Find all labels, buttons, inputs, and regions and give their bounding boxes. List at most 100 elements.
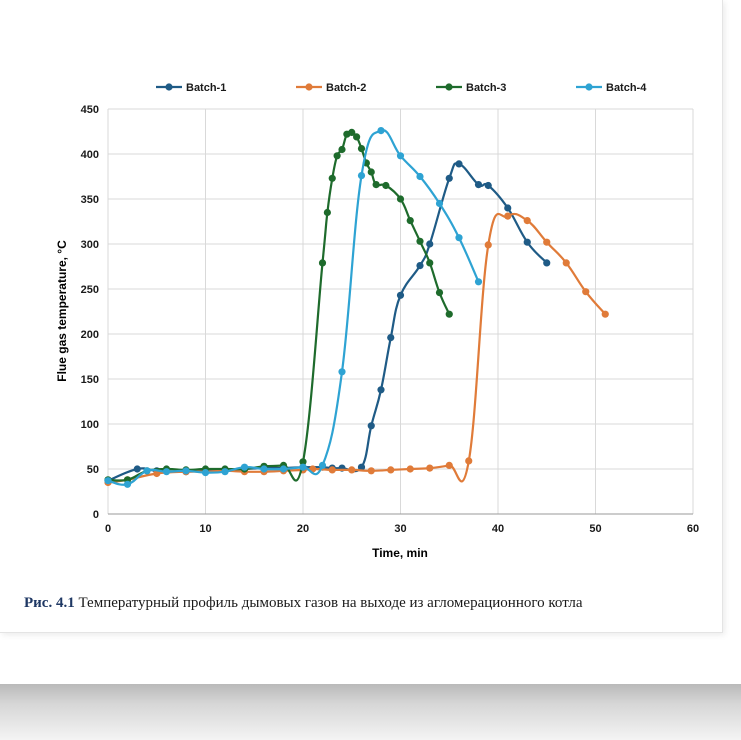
data-point-batch-3	[328, 174, 336, 182]
data-point-batch-3	[338, 145, 346, 154]
data-point-batch-3	[323, 208, 331, 217]
page-shadow	[0, 684, 741, 740]
data-point-batch-3	[299, 458, 307, 466]
data-point-batch-1	[474, 181, 483, 189]
data-point-batch-4	[474, 278, 483, 286]
x-axis-label: Time, min	[372, 546, 428, 560]
data-point-batch-1	[367, 422, 375, 430]
y-axis-label: Flue gas temperature, °C	[55, 240, 69, 382]
y-tick-label: 250	[81, 284, 99, 296]
data-point-batch-1	[416, 262, 424, 270]
data-point-batch-2	[504, 212, 512, 220]
data-point-batch-4	[201, 469, 210, 477]
data-point-batch-4	[260, 465, 268, 473]
series-batch-4	[104, 127, 483, 488]
data-point-batch-1	[523, 238, 531, 246]
data-point-batch-1	[445, 174, 453, 182]
series-line-batch-2	[107, 212, 607, 484]
y-tick-label: 300	[81, 239, 99, 251]
data-point-batch-2	[562, 259, 570, 267]
data-point-batch-2	[367, 467, 375, 475]
data-point-batch-1	[504, 204, 512, 212]
data-point-batch-2	[582, 288, 590, 296]
data-point-batch-1	[377, 386, 385, 394]
data-point-batch-3	[445, 310, 453, 318]
data-point-batch-4	[338, 368, 346, 376]
data-point-batch-3	[406, 217, 414, 225]
chart-series	[104, 127, 609, 488]
data-point-batch-4	[416, 172, 424, 181]
legend-marker-batch-1	[165, 83, 173, 91]
data-point-batch-2	[406, 465, 414, 473]
data-point-batch-2	[328, 466, 336, 474]
legend-label-batch-2: Batch-2	[326, 82, 366, 94]
data-point-batch-4	[435, 199, 444, 208]
x-tick-label: 50	[589, 523, 601, 535]
data-point-batch-4	[299, 463, 307, 471]
line-chart: 0 50 100 150 200 250 300 350 400 450 0 10 20 30 40 50 60…	[55, 82, 699, 560]
x-tick-label: 20	[297, 523, 309, 535]
data-point-batch-1	[357, 463, 366, 471]
y-tick-label: 450	[81, 104, 99, 116]
y-tick-label: 100	[81, 419, 99, 431]
data-point-batch-4	[396, 152, 405, 160]
x-tick-label: 60	[687, 523, 699, 535]
series-line-batch-4	[107, 129, 480, 486]
caption-text: Температурный профиль дымовых газов на в…	[78, 595, 583, 611]
legend-label-batch-1: Batch-1	[186, 82, 226, 94]
x-tick-label: 0	[105, 523, 111, 535]
data-point-batch-1	[426, 240, 434, 248]
series-batch-3	[104, 128, 453, 484]
data-point-batch-2	[348, 466, 356, 474]
data-point-batch-2	[601, 310, 609, 318]
data-point-batch-3	[435, 289, 444, 297]
legend-item-batch-2: Batch-2	[296, 82, 366, 94]
chart-legend: Batch-1 Batch-2 Batch-3 Batch-4	[156, 82, 647, 94]
data-point-batch-4	[279, 465, 288, 473]
data-point-batch-2	[543, 238, 551, 246]
data-point-batch-2	[484, 241, 492, 249]
legend-marker-batch-4	[585, 83, 593, 91]
data-point-batch-2	[387, 466, 395, 474]
data-point-batch-4	[377, 127, 385, 135]
data-point-batch-3	[426, 259, 434, 267]
data-point-batch-1	[484, 181, 492, 190]
data-point-batch-1	[543, 259, 551, 267]
data-point-batch-2	[523, 217, 531, 225]
y-tick-label: 400	[81, 149, 99, 161]
data-point-batch-3	[318, 259, 327, 267]
data-point-batch-3	[382, 181, 390, 190]
data-point-batch-3	[367, 168, 375, 176]
data-point-batch-4	[318, 461, 327, 469]
data-point-batch-3	[372, 181, 380, 189]
data-point-batch-3	[396, 195, 405, 203]
data-point-batch-3	[416, 237, 424, 245]
data-point-batch-3	[357, 145, 366, 153]
series-batch-2	[104, 212, 609, 487]
data-point-batch-1	[387, 334, 395, 342]
data-point-batch-4	[123, 480, 132, 488]
data-point-batch-3	[353, 133, 361, 141]
x-tick-label: 30	[394, 523, 406, 535]
data-point-batch-4	[182, 467, 190, 475]
data-point-batch-3	[348, 128, 356, 136]
data-point-batch-1	[396, 291, 405, 299]
legend-label-batch-3: Batch-3	[466, 82, 506, 94]
legend-item-batch-3: Batch-3	[436, 82, 506, 94]
data-point-batch-1	[133, 465, 141, 473]
data-point-batch-4	[455, 234, 463, 242]
data-point-batch-2	[465, 457, 473, 465]
y-tick-label: 350	[81, 194, 99, 206]
data-point-batch-3	[333, 152, 341, 160]
data-point-batch-4	[162, 468, 171, 476]
data-point-batch-1	[455, 160, 463, 168]
data-point-batch-4	[357, 172, 366, 180]
data-point-batch-4	[143, 467, 151, 475]
series-line-batch-3	[107, 130, 451, 482]
y-tick-label: 50	[87, 464, 99, 476]
chart-tick-labels: 0 50 100 150 200 250 300 350 400 450 0 10 20 30 40 50 60	[81, 104, 699, 535]
data-point-batch-4	[240, 463, 249, 471]
figure-number: Рис. 4.1	[24, 595, 75, 611]
x-tick-label: 10	[199, 523, 211, 535]
legend-item-batch-1: Batch-1	[156, 82, 226, 94]
